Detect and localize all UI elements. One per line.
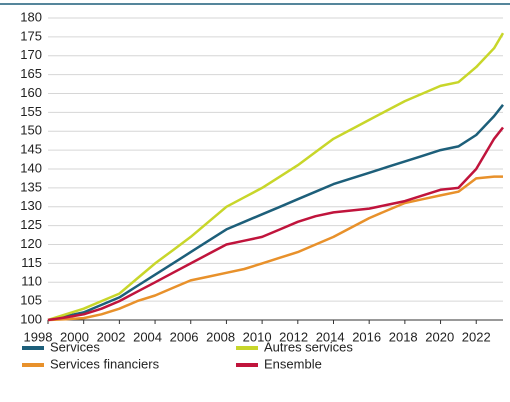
y-tick-label: 180 (20, 9, 42, 24)
x-tick-label: 2016 (352, 329, 381, 344)
y-tick-label: 155 (20, 104, 42, 119)
y-tick-label: 130 (20, 198, 42, 213)
y-tick-label: 150 (20, 123, 42, 138)
y-tick-label: 165 (20, 66, 42, 81)
x-tick-label: 2002 (97, 329, 126, 344)
y-tick-label: 135 (20, 179, 42, 194)
y-tick-label: 140 (20, 160, 42, 175)
y-tick-label: 145 (20, 142, 42, 157)
series-line (47, 126, 504, 322)
x-tick-label: 2022 (462, 329, 491, 344)
y-tick-label: 120 (20, 236, 42, 251)
x-tick-label: 2004 (133, 329, 162, 344)
y-tick-label: 105 (20, 293, 42, 308)
x-tick-label: 2018 (389, 329, 418, 344)
y-tick-label: 125 (20, 217, 42, 232)
x-tick-label: 2014 (316, 329, 345, 344)
x-tick-label: 2010 (243, 329, 272, 344)
y-tick-label: 100 (20, 311, 42, 326)
y-tick-label: 115 (21, 255, 42, 270)
series-line (47, 104, 504, 322)
x-tick-label: 2012 (279, 329, 308, 344)
y-tick-label: 160 (20, 85, 42, 100)
x-tick-label: 1998 (24, 329, 53, 344)
x-tick-label: 2020 (425, 329, 454, 344)
x-tick-label: 2006 (170, 329, 199, 344)
y-tick-label: 175 (20, 28, 42, 43)
legend-label: Autres services (264, 339, 353, 354)
legend-label: Services financiers (50, 356, 160, 371)
x-tick-label: 2000 (60, 329, 89, 344)
series-line (47, 175, 503, 322)
legend-label: Services (50, 339, 100, 354)
x-tick-label: 2008 (206, 329, 235, 344)
legend-label: Ensemble (264, 356, 322, 371)
series-line (47, 32, 505, 322)
y-tick-label: 170 (20, 47, 42, 62)
y-tick-label: 110 (21, 274, 42, 289)
